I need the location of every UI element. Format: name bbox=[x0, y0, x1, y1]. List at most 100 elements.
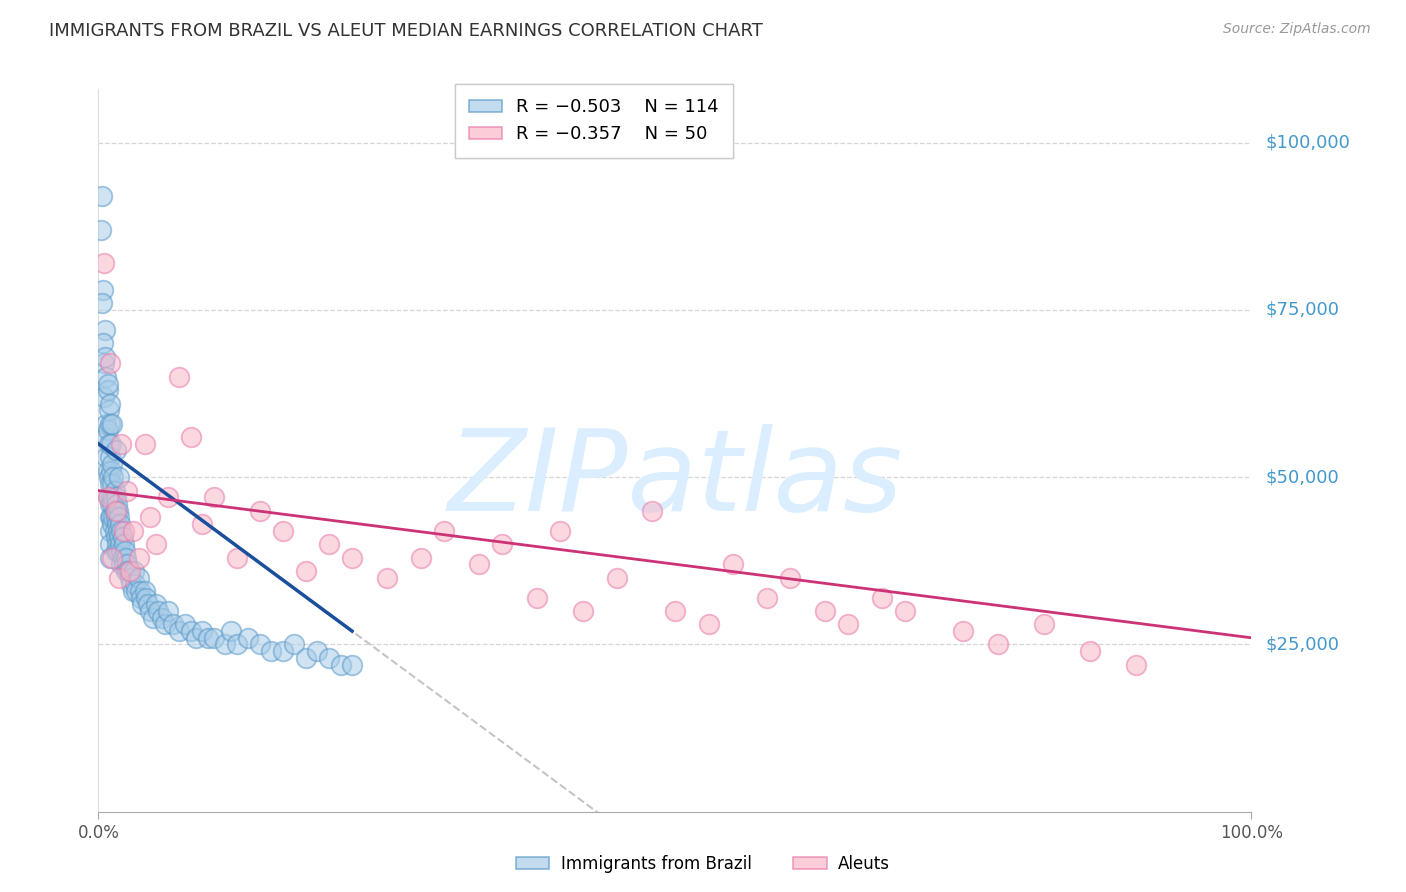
Point bbox=[1032, 617, 1054, 632]
Point bbox=[375, 571, 398, 585]
Point bbox=[97, 376, 120, 391]
Point bbox=[114, 543, 136, 558]
Point bbox=[96, 417, 118, 431]
Point bbox=[952, 624, 974, 639]
Point bbox=[107, 524, 129, 538]
Point bbox=[107, 503, 129, 517]
Point bbox=[97, 470, 120, 484]
Point bbox=[97, 491, 120, 505]
Point bbox=[271, 524, 294, 538]
Point bbox=[100, 464, 122, 478]
Point bbox=[894, 604, 917, 618]
Point bbox=[103, 503, 125, 517]
Text: $100,000: $100,000 bbox=[1265, 134, 1350, 152]
Text: IMMIGRANTS FROM BRAZIL VS ALEUT MEDIAN EARNINGS CORRELATION CHART: IMMIGRANTS FROM BRAZIL VS ALEUT MEDIAN E… bbox=[49, 22, 763, 40]
Point bbox=[139, 604, 162, 618]
Point bbox=[100, 491, 122, 505]
Point bbox=[202, 631, 225, 645]
Point bbox=[97, 464, 120, 478]
Point bbox=[97, 424, 120, 438]
Point bbox=[97, 436, 120, 450]
Point bbox=[571, 604, 593, 618]
Point bbox=[98, 356, 121, 371]
Point bbox=[98, 476, 121, 491]
Point bbox=[101, 457, 124, 471]
Point bbox=[110, 557, 132, 572]
Point bbox=[103, 510, 125, 524]
Point bbox=[104, 543, 127, 558]
Point bbox=[145, 537, 167, 551]
Point bbox=[156, 491, 179, 505]
Point bbox=[174, 617, 197, 632]
Point bbox=[150, 611, 173, 625]
Legend: R = −0.503    N = 114, R = −0.357    N = 50: R = −0.503 N = 114, R = −0.357 N = 50 bbox=[456, 84, 734, 158]
Point bbox=[271, 644, 294, 658]
Point bbox=[664, 604, 686, 618]
Text: $75,000: $75,000 bbox=[1265, 301, 1340, 319]
Point bbox=[96, 369, 118, 384]
Point bbox=[186, 631, 208, 645]
Point bbox=[97, 491, 120, 505]
Point bbox=[112, 524, 135, 538]
Point bbox=[98, 396, 121, 410]
Point bbox=[249, 637, 271, 651]
Point bbox=[100, 510, 122, 524]
Point bbox=[779, 571, 801, 585]
Point bbox=[155, 617, 177, 632]
Point bbox=[101, 476, 124, 491]
Point bbox=[283, 637, 305, 651]
Point bbox=[118, 564, 141, 578]
Point bbox=[98, 550, 121, 565]
Point bbox=[108, 571, 131, 585]
Point bbox=[98, 417, 121, 431]
Point bbox=[139, 510, 162, 524]
Point bbox=[987, 637, 1010, 651]
Point bbox=[191, 517, 214, 532]
Point bbox=[148, 604, 170, 618]
Point bbox=[142, 611, 165, 625]
Point bbox=[104, 530, 127, 544]
Point bbox=[105, 537, 128, 551]
Point bbox=[872, 591, 894, 605]
Point bbox=[197, 631, 219, 645]
Point bbox=[136, 598, 159, 612]
Point bbox=[124, 577, 146, 591]
Point bbox=[105, 517, 128, 532]
Point bbox=[606, 571, 628, 585]
Point bbox=[93, 356, 115, 371]
Point bbox=[134, 436, 156, 450]
Point bbox=[214, 637, 236, 651]
Text: $25,000: $25,000 bbox=[1265, 635, 1340, 654]
Point bbox=[98, 510, 121, 524]
Point bbox=[112, 537, 135, 551]
Point bbox=[108, 510, 131, 524]
Point bbox=[110, 436, 132, 450]
Point bbox=[93, 390, 115, 404]
Point bbox=[105, 497, 128, 511]
Point bbox=[111, 550, 134, 565]
Point bbox=[98, 497, 121, 511]
Point bbox=[90, 222, 112, 236]
Point bbox=[202, 491, 225, 505]
Point bbox=[468, 557, 491, 572]
Point bbox=[110, 537, 132, 551]
Point bbox=[97, 403, 120, 417]
Point bbox=[118, 571, 141, 585]
Point bbox=[129, 591, 152, 605]
Point bbox=[260, 644, 283, 658]
Point bbox=[122, 524, 145, 538]
Point bbox=[1078, 644, 1101, 658]
Point bbox=[120, 577, 142, 591]
Point bbox=[91, 336, 114, 351]
Point bbox=[145, 598, 167, 612]
Point bbox=[295, 564, 318, 578]
Point bbox=[101, 550, 124, 565]
Point bbox=[180, 624, 202, 639]
Point bbox=[112, 557, 135, 572]
Point bbox=[307, 644, 329, 658]
Point bbox=[117, 557, 139, 572]
Point bbox=[90, 296, 112, 310]
Point bbox=[1125, 657, 1147, 672]
Point bbox=[110, 543, 132, 558]
Point bbox=[125, 584, 148, 599]
